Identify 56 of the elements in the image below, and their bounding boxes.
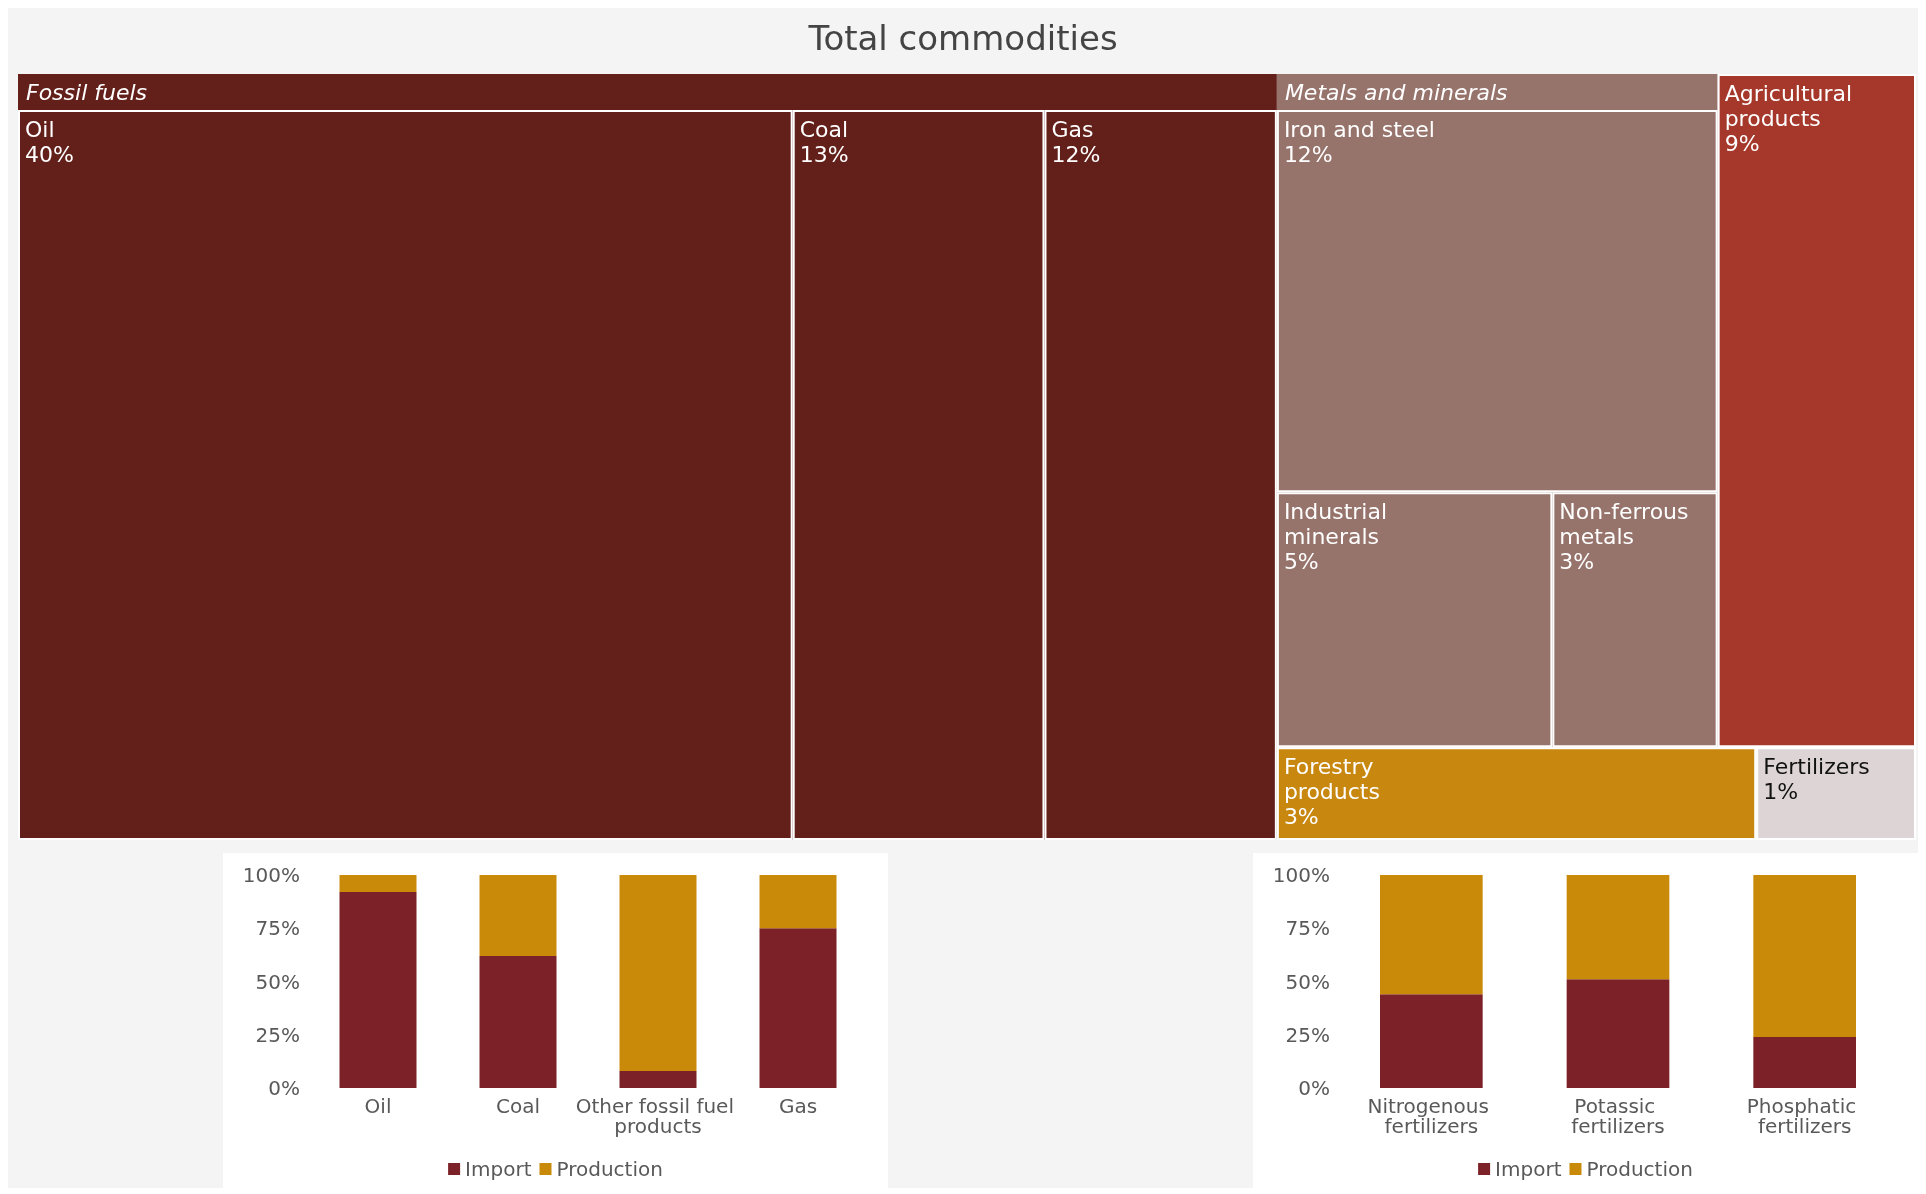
bar: [1753, 875, 1856, 1037]
x-tick-label: Other fossil fuel products: [575, 1094, 741, 1138]
legend-label: Import: [465, 1157, 532, 1181]
category-label: Forestry products: [1283, 754, 1380, 805]
data-label: 9%: [1724, 131, 1760, 156]
category-label: Coal: [799, 117, 849, 142]
y-tick-label: 75%: [255, 916, 300, 941]
bar: [1753, 1036, 1856, 1088]
y-tick-label: 0%: [268, 1076, 300, 1100]
bar: [759, 875, 837, 929]
bar: [339, 892, 417, 1088]
data-label: 40%: [25, 142, 74, 167]
category-label: Gas: [1051, 117, 1094, 142]
y-tick-label: 25%: [1285, 1022, 1330, 1047]
data-label: 12%: [1283, 142, 1333, 167]
y-tick-label: 0%: [1298, 1076, 1330, 1100]
category-label: Agricultural products: [1724, 81, 1853, 131]
category-label: Oil: [25, 117, 55, 142]
x-tick-label: Nitrogenous fertilizers: [1367, 1094, 1496, 1138]
bar: [1380, 994, 1483, 1088]
data-label: 12%: [1051, 142, 1101, 167]
bar: [1380, 875, 1483, 995]
y-tick-label: 75%: [1285, 916, 1330, 941]
category-label: Iron and steel: [1283, 117, 1435, 142]
y-tick-label: 25%: [255, 1022, 300, 1047]
bar: [479, 875, 557, 956]
y-tick-label: 50%: [255, 969, 300, 994]
category-label: Non-ferrous metals: [1559, 499, 1689, 550]
series-label: Metals and minerals: [1284, 79, 1508, 105]
bar: [339, 875, 417, 893]
y-tick-label: 100%: [242, 863, 300, 887]
bar: [759, 928, 837, 1088]
data-label: 3%: [1559, 549, 1595, 575]
y-tick-label: 50%: [1285, 969, 1330, 994]
bar: [619, 875, 697, 1071]
bar: [1566, 979, 1670, 1088]
x-tick-label: Potassic fertilizers: [1571, 1094, 1665, 1138]
data-label: 13%: [799, 142, 849, 167]
bar: [619, 1070, 697, 1088]
x-tick-label: Oil: [364, 1094, 392, 1118]
category-label: Fertilizers: [1763, 754, 1870, 780]
data-label: 1%: [1763, 779, 1799, 805]
x-tick-label: Gas: [778, 1094, 818, 1118]
x-tick-label: Phosphatic fertilizers: [1746, 1094, 1863, 1138]
legend-label: Production: [556, 1157, 663, 1181]
category-label: Industrial minerals: [1283, 499, 1388, 550]
x-tick-label: Coal: [495, 1094, 541, 1118]
bar: [1566, 875, 1670, 980]
legend-label: Import: [1495, 1157, 1562, 1181]
bar: [479, 955, 557, 1088]
legend-label: Production: [1586, 1157, 1693, 1181]
data-label: 3%: [1283, 804, 1319, 830]
y-tick-label: 100%: [1272, 863, 1330, 887]
series-label: Fossil fuels: [26, 79, 148, 105]
text: Total commodities: [807, 18, 1118, 58]
data-label: 5%: [1283, 549, 1319, 575]
